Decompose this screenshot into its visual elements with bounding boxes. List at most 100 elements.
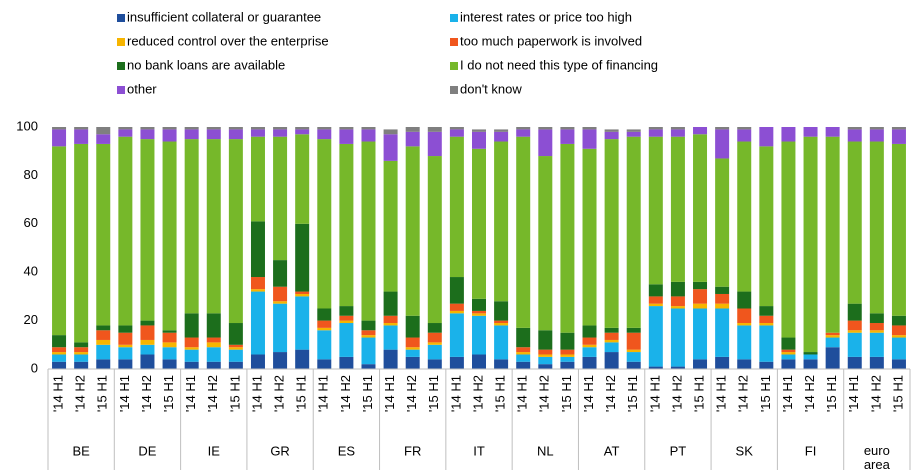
bar-segment xyxy=(781,352,796,355)
bar-segment xyxy=(847,330,862,333)
bar-segment xyxy=(759,315,774,324)
bar-segment xyxy=(715,158,730,287)
bar-segment xyxy=(825,127,840,137)
bar-segment xyxy=(582,148,597,326)
bar-segment xyxy=(74,129,89,144)
bar-segment xyxy=(626,352,641,362)
x-tick-label: '15 H1 xyxy=(360,375,375,412)
bar-segment xyxy=(869,323,884,331)
bar-segment xyxy=(96,127,111,135)
x-tick-label: '14 H1 xyxy=(316,375,331,412)
bar-segment xyxy=(626,327,641,333)
bar-segment xyxy=(273,352,288,369)
bar-segment xyxy=(604,131,619,140)
x-tick-label: '14 H1 xyxy=(780,375,795,412)
bar-segment xyxy=(383,160,398,292)
group-label: NL xyxy=(537,443,554,458)
bar-segment xyxy=(869,330,884,333)
group-label: FI xyxy=(805,443,817,458)
bar-segment xyxy=(118,344,133,348)
bar-segment xyxy=(228,323,243,345)
bar-segment xyxy=(560,361,575,369)
group-label: ES xyxy=(338,443,356,458)
bar-segment xyxy=(250,291,265,355)
bar-segment xyxy=(737,291,752,309)
bar-segment xyxy=(74,143,89,343)
x-tick-label: '14 H1 xyxy=(183,375,198,412)
bar-segment xyxy=(604,342,619,353)
legend-swatch xyxy=(450,86,458,94)
bar-segment xyxy=(339,143,354,307)
bar-segment xyxy=(52,335,67,348)
bar-segment xyxy=(96,134,111,144)
bar-segment xyxy=(162,330,177,333)
bar-segment xyxy=(472,354,486,369)
bar-segment xyxy=(847,332,862,357)
bar-segment xyxy=(538,127,553,130)
x-tick-label: '15 H1 xyxy=(426,375,441,412)
bar-segment xyxy=(538,364,553,369)
bar-segment xyxy=(273,286,288,302)
bar-segment xyxy=(560,356,575,362)
legend-label: I do not need this type of financing xyxy=(460,57,658,72)
bar-segment xyxy=(604,352,619,369)
bar-segment xyxy=(405,337,420,348)
x-tick-label: '14 H2 xyxy=(272,375,287,412)
bar-segment xyxy=(693,359,708,369)
bar-segment xyxy=(648,129,663,137)
bar-segment xyxy=(206,342,221,348)
bar-segment xyxy=(427,344,442,360)
bar-segment xyxy=(184,349,199,362)
bar-segment xyxy=(140,325,155,340)
bar-segment xyxy=(847,141,862,304)
legend-swatch xyxy=(117,86,125,94)
bar-segment xyxy=(427,131,442,157)
bar-segment xyxy=(228,127,243,130)
bar-segment xyxy=(582,356,597,369)
bar-segment xyxy=(472,298,486,311)
bar-segment xyxy=(516,354,531,362)
bar-segment xyxy=(670,366,685,369)
bar-segment xyxy=(140,139,155,321)
legend-swatch xyxy=(450,62,458,70)
bar-segment xyxy=(295,223,310,292)
bar-segment xyxy=(891,127,906,130)
bar-segment xyxy=(295,129,310,135)
bar-segment xyxy=(472,148,486,299)
bar-segment xyxy=(427,156,442,324)
bar-segment xyxy=(560,354,575,357)
bar-segment xyxy=(582,325,597,338)
y-tick-label: 20 xyxy=(24,312,38,327)
bar-segment xyxy=(228,361,243,369)
x-tick-label: '14 H1 xyxy=(581,375,596,412)
legend-swatch xyxy=(450,14,458,22)
bar-segment xyxy=(184,347,199,350)
bar-segment xyxy=(494,359,509,369)
bar-segment xyxy=(140,339,155,345)
bar-segment xyxy=(560,127,575,130)
x-tick-label: '14 H2 xyxy=(73,375,88,412)
bar-segment xyxy=(582,337,597,345)
bar-segment xyxy=(670,129,685,137)
bar-segment xyxy=(206,313,221,338)
x-tick-label: '14 H1 xyxy=(846,375,861,412)
bar-segment xyxy=(339,315,354,321)
bar-segment xyxy=(825,347,840,369)
bar-segment xyxy=(648,306,663,367)
bar-segment xyxy=(295,127,310,130)
x-tick-label: '14 H1 xyxy=(448,375,463,412)
bar-segment xyxy=(162,129,177,142)
x-tick-label: '14 H1 xyxy=(117,375,132,412)
bar-segment xyxy=(560,332,575,350)
bar-segment xyxy=(472,315,486,355)
bar-segment xyxy=(317,327,332,331)
bar-segment xyxy=(604,332,619,340)
bar-segment xyxy=(118,129,133,137)
bar-segment xyxy=(449,129,464,137)
bar-segment xyxy=(273,301,288,304)
x-tick-label: '15 H1 xyxy=(691,375,706,412)
bar-segment xyxy=(516,361,531,369)
bar-segment xyxy=(472,129,486,132)
bar-segment xyxy=(74,342,89,348)
bar-segment xyxy=(383,129,398,135)
